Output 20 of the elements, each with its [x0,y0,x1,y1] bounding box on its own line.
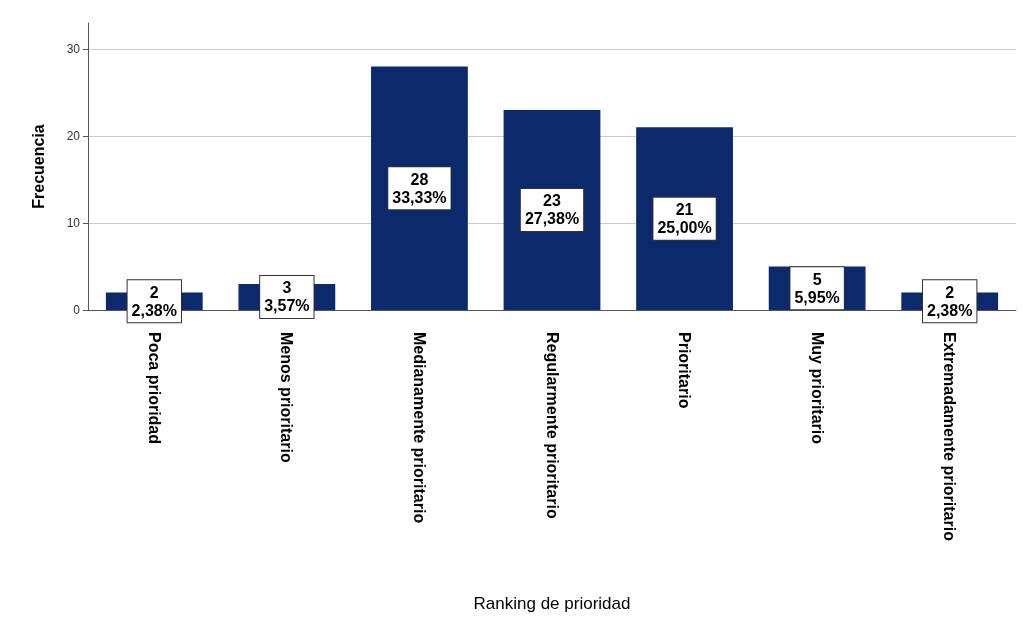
data-label: 3 3,57% [264,279,310,315]
y-axis-title: Frecuencia [29,124,47,209]
data-label: 28 33,33% [392,170,447,206]
x-tick-label: Poca prioridad [145,332,163,445]
y-tick-label: 20 [66,129,81,144]
x-tick-label: Muy prioritario [808,332,826,445]
y-tick-label: 10 [66,216,81,231]
x-tick-label: Extremadamente prioritario [941,332,959,542]
data-label: 2 2,38% [927,283,973,319]
data-label: 21 25,00% [657,201,712,237]
x-tick-label: Menos prioritario [278,332,296,463]
x-tick-label: Prioritario [676,332,694,409]
x-tick-label: Medianamente prioritario [410,332,428,524]
data-label: 23 27,38% [524,192,580,228]
x-axis-title: Ranking de prioridad [473,594,631,613]
data-label: 5 5,95% [794,270,840,306]
y-tick-label: 30 [66,42,81,57]
x-tick-label: Regularmente prioritario [543,332,561,519]
y-tick-label: 0 [73,303,81,317]
data-label: 2 2,38% [131,283,177,319]
